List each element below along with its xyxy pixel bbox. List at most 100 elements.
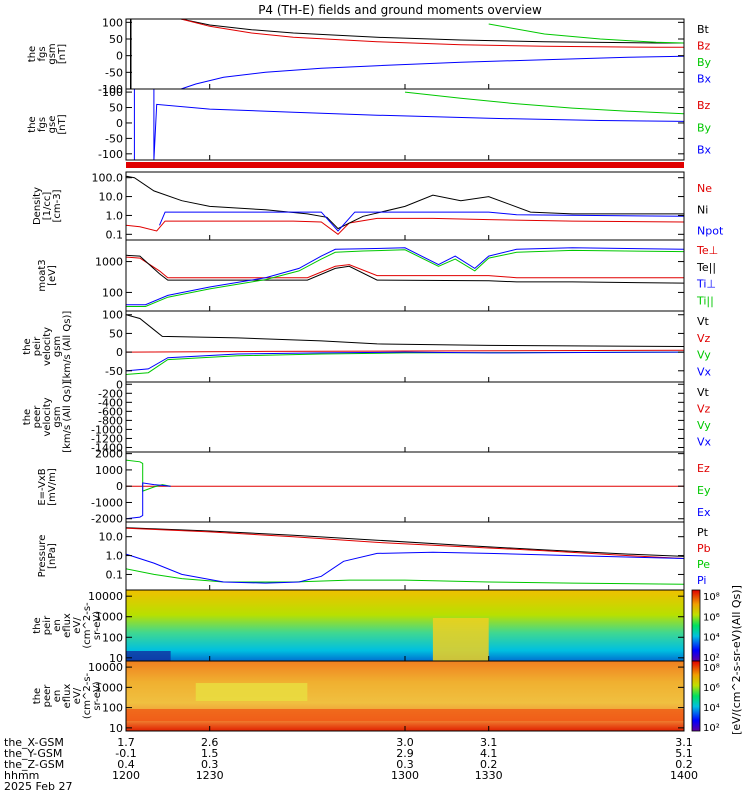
spectrogram-feature [432,618,489,661]
panel-efield: 2000 1000 0 -1000 -2000 E=-VxB [mV/m] Ez Ey Ex [37,448,711,526]
panel-velocity_gse: 0-200-400-600-800-1000-1200-1400 the peer v… [22,378,712,454]
legend-label-Npot: Npot [697,225,724,238]
panel-pressure: 10.0 1.0 0.1 Pressure [nPa] Pt Pb Pe Pi [37,521,711,591]
y-axis-label: [mV/m] [47,468,58,506]
colorbar-tick: 10² [703,653,720,664]
axis-row-value: 3.1 [480,736,498,749]
colorbar-tick: 10² [703,723,720,734]
panel-frame [125,381,685,453]
separator-bar [126,162,684,168]
axis-footer: the_X-GSM 1.7 2.6 3.0 3.1 3.1 the_Y-GSM -0.1 1.5… [4,736,698,793]
axis-row-value: 0.4 [117,758,135,771]
y-axis-label: [nT] [57,44,68,64]
y-axis-label: (cm^2-s- [82,672,93,719]
axis-row-value: 0.2 [675,758,693,771]
y-tick-label: -100 [98,83,123,96]
legend-label-Ez: Ez [697,462,710,475]
axis-row-value: 4.1 [480,747,498,760]
y-axis-label: eV/ [72,617,83,634]
y-tick-label: 100 [102,286,123,299]
series-line-blue [125,551,685,584]
axis-row-value: 3.0 [396,736,414,749]
y-axis-label: fgs [37,117,48,132]
y-tick-label: 50 [109,33,123,46]
axis-row-value: -0.1 [115,747,136,760]
legend-label-Ex: Ex [697,506,711,519]
axis-row-value: 1230 [196,769,224,782]
series-line-black [125,527,685,557]
y-tick-label: 0.1 [106,568,124,581]
series-line-red [125,256,684,279]
y-tick-label: 50 [109,102,123,115]
y-axis-label: the [32,617,43,633]
y-axis-label: the [32,688,43,704]
y-tick-label: 10000 [88,661,123,674]
y-axis-label: eflux [62,684,73,709]
y-axis-label: [eV] [47,265,58,286]
y-tick-label: -100 [98,148,123,161]
series-line-red [125,527,685,559]
y-axis-label: eflux [62,613,73,638]
legend-label-Bt: Bt [697,23,710,36]
colorbar-tick: 10⁶ [703,612,720,623]
legend-label-Ey: Ey [697,484,711,497]
y-tick-label: 1.0 [106,209,124,222]
series-line-green [404,91,685,115]
series-line-black [125,175,684,230]
series-line-blue [159,211,685,232]
y-tick-label: 100 [102,86,123,99]
y-axis-label: the [27,116,38,132]
y-tick-label: 10000 [88,590,123,603]
legend-label-Vy: Vy [697,349,711,362]
y-tick-label: 100.0 [92,172,124,185]
colorbar-tick: 10⁴ [703,633,720,644]
y-tick-label: 0 [116,50,123,63]
y-tick-label: -200 [98,387,123,400]
axis-row-value: 1300 [391,769,419,782]
axis-row-label: hhmm [4,769,39,782]
spectrogram-feature [195,683,308,701]
panel-frame [125,88,685,161]
y-tick-label: 10 [109,652,123,665]
y-tick-label: 50 [109,327,123,340]
series-line-red [125,217,685,235]
y-axis-label: [nPa] [47,543,58,569]
y-tick-label: -1400 [91,441,123,454]
panel-velocity_gsm: 100 50 0 -50 the peir velocity gsm [km/s (All Qs… [22,309,712,383]
y-axis-label: Pressure [37,535,48,578]
legend-label-Vz: Vz [697,332,711,345]
axis-row-label: the_Z-GSM [4,758,64,771]
legend-label-Bz: Bz [697,40,711,53]
legend-label-Te||: Te|| [696,261,716,274]
spectrogram-feature [126,651,171,661]
axis-row-value: 0.3 [396,758,414,771]
page-title: P4 (TH-E) fields and ground moments over… [258,3,542,17]
colorbar-tick: 10⁴ [703,703,720,714]
y-axis-label: peir [42,615,53,635]
series-line-black [180,18,684,44]
series-line-blue [180,55,685,90]
y-tick-label: -400 [98,396,123,409]
y-tick-label: 1000 [95,681,123,694]
legend-label-Pe: Pe [697,558,710,571]
y-tick-label: 0 [116,378,123,391]
panel-fgs_gsm: 100 50 0 -50 -100 the fgs gsm [nT] Bt Bz By Bx [27,16,712,96]
y-tick-label: 100 [102,702,123,715]
colorbar-tick: 10⁶ [703,683,720,694]
series-line-blue [125,482,171,520]
series-line-red [180,18,684,48]
y-axis-label: eV/ [72,687,83,704]
y-tick-label: 0 [116,346,123,359]
axis-row-value: 1400 [670,769,698,782]
y-tick-label: -1000 [91,423,123,436]
y-tick-label: 0 [116,480,123,493]
legend-label-Vx: Vx [697,365,712,378]
panel-density: 100.0 10.0 1.0 0.1 Density [1/cc] [cm-3] Ne Ni Np… [32,171,724,241]
panel-fgs_gse: 100 50 0 -50 -100 the fgs gse [nT] Bz By Bx [27,86,712,161]
y-axis-label: gsm [52,336,63,357]
y-axis-label: [km/s (All Qs)] [62,381,73,453]
y-tick-label: -800 [98,414,123,427]
y-axis-label: (cm^2-s- [82,602,93,649]
panel-electron_spectrogram: 10000 1000 100 10 the peer en eflux eV/(cm^2-s-s… [32,660,685,735]
y-tick-label: -600 [98,405,123,418]
